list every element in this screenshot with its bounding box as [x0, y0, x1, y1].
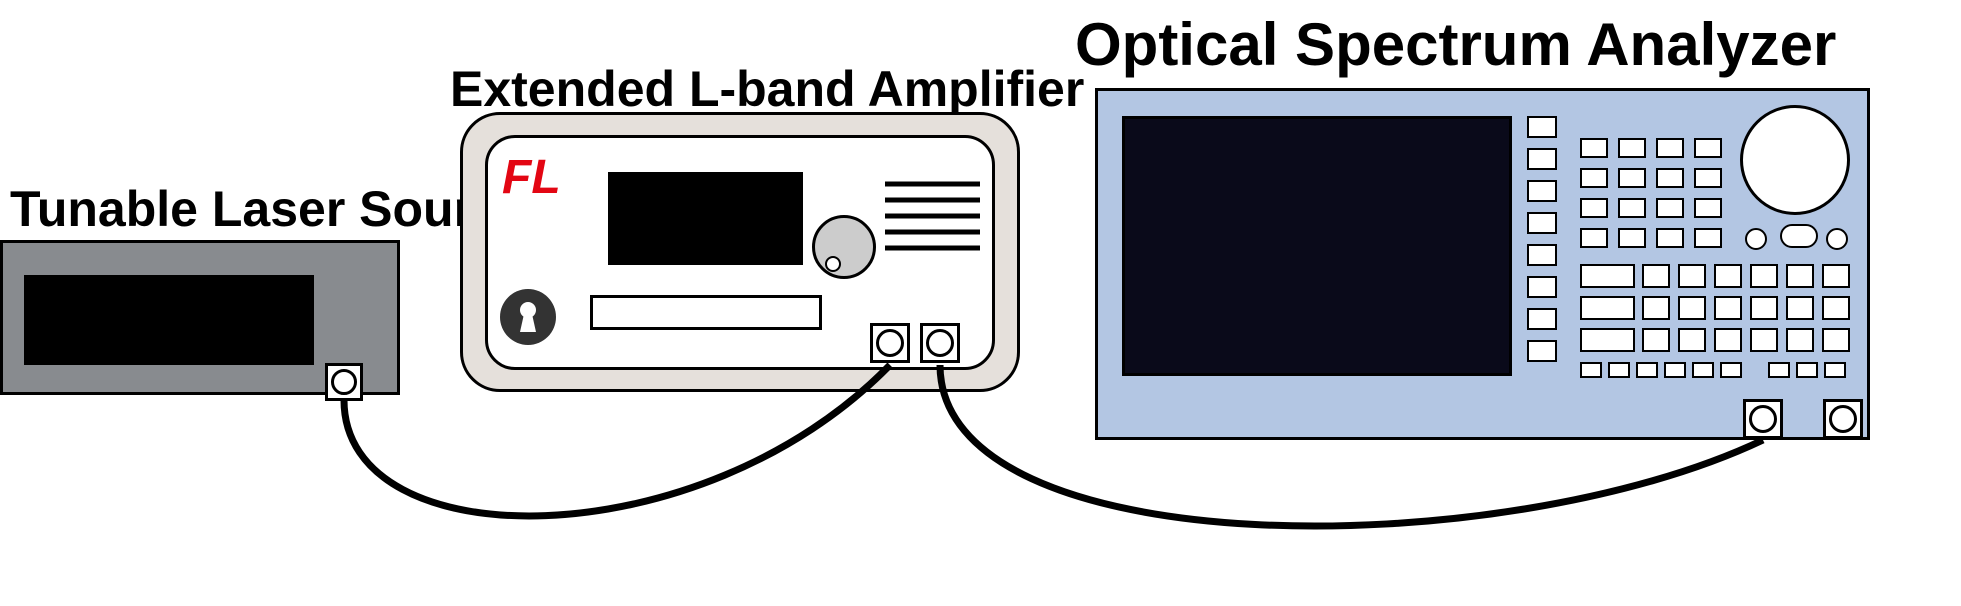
osa-button: [1745, 228, 1767, 250]
osa-button: [1822, 264, 1850, 288]
osa-button: [1527, 276, 1557, 298]
osa-button: [1714, 296, 1742, 320]
amplifier-vents: [885, 180, 980, 260]
osa-button: [1580, 264, 1635, 288]
osa-button: [1527, 308, 1557, 330]
osa-button: [1822, 296, 1850, 320]
osa-button: [1636, 362, 1658, 378]
osa-button: [1694, 228, 1722, 248]
osa-button: [1694, 138, 1722, 158]
osa-port2-circle: [1829, 405, 1857, 433]
osa-button: [1796, 362, 1818, 378]
osa-button: [1692, 362, 1714, 378]
laser-port: [325, 363, 363, 401]
osa-button: [1656, 138, 1684, 158]
laser-screen: [24, 275, 314, 365]
osa-button: [1824, 362, 1846, 378]
amplifier-knob: [812, 215, 876, 279]
osa-button: [1714, 328, 1742, 352]
osa-button: [1527, 116, 1557, 138]
osa-button: [1750, 296, 1778, 320]
osa-button: [1786, 264, 1814, 288]
osa-button: [1786, 296, 1814, 320]
amplifier-port-in: [870, 323, 910, 363]
osa-button: [1678, 296, 1706, 320]
osa-button: [1694, 198, 1722, 218]
amplifier-keyhole: [500, 289, 556, 345]
osa-button: [1580, 198, 1608, 218]
osa-button: [1618, 228, 1646, 248]
osa-button: [1618, 168, 1646, 188]
osa-button: [1527, 340, 1557, 362]
osa-button: [1826, 228, 1848, 250]
osa-button: [1750, 264, 1778, 288]
osa-button: [1618, 138, 1646, 158]
osa-button: [1580, 228, 1608, 248]
osa-button: [1786, 328, 1814, 352]
laser-port-circle: [331, 369, 357, 395]
osa-button: [1656, 198, 1684, 218]
osa-button: [1768, 362, 1790, 378]
osa-button: [1527, 212, 1557, 234]
osa-button: [1656, 228, 1684, 248]
osa-port-circle: [1749, 405, 1777, 433]
osa-port: [1743, 399, 1783, 439]
osa-button: [1618, 198, 1646, 218]
osa-button: [1678, 328, 1706, 352]
osa-button: [1750, 328, 1778, 352]
osa-port2: [1823, 399, 1863, 439]
osa-label: Optical Spectrum Analyzer: [1075, 10, 1836, 79]
amplifier-logo: FL: [502, 150, 561, 205]
osa-button: [1822, 328, 1850, 352]
osa-button: [1642, 264, 1670, 288]
osa-button: [1580, 362, 1602, 378]
osa-button: [1642, 328, 1670, 352]
osa-button: [1527, 180, 1557, 202]
amplifier-label: Extended L-band Amplifier: [450, 60, 1084, 118]
osa-button: [1656, 168, 1684, 188]
osa-button: [1678, 264, 1706, 288]
osa-button: [1580, 296, 1635, 320]
osa-button: [1664, 362, 1686, 378]
osa-button: [1694, 168, 1722, 188]
osa-button: [1714, 264, 1742, 288]
amplifier-port-out-circle: [926, 329, 954, 357]
osa-button: [1608, 362, 1630, 378]
amplifier-screen: [608, 172, 803, 265]
amplifier-knob-dot: [825, 256, 841, 272]
osa-button: [1580, 168, 1608, 188]
osa-button: [1720, 362, 1742, 378]
osa-button: [1580, 138, 1608, 158]
osa-button: [1580, 328, 1635, 352]
amplifier-port-out: [920, 323, 960, 363]
laser-label: Tunable Laser Source: [10, 180, 529, 238]
osa-button: [1642, 296, 1670, 320]
osa-button: [1780, 224, 1818, 248]
osa-screen: [1122, 116, 1512, 376]
amplifier-port-in-circle: [876, 329, 904, 357]
osa-button: [1527, 148, 1557, 170]
amplifier-slot: [590, 295, 822, 330]
osa-big-knob: [1740, 105, 1850, 215]
osa-button: [1527, 244, 1557, 266]
